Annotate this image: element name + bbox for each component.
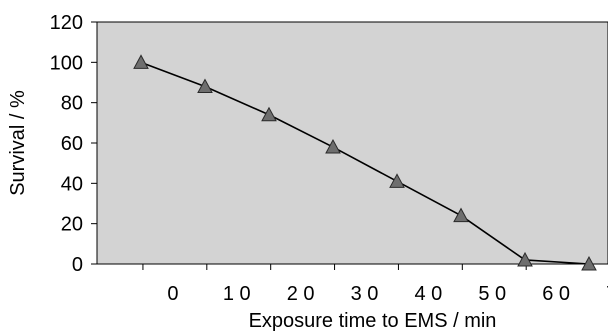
y-tick-label: 80 (61, 93, 83, 115)
x-tick-label: 3 0 (351, 283, 379, 305)
y-axis: 0 20 40 60 80 100 120 (50, 12, 98, 276)
x-tick-label: 7 0 (606, 283, 608, 305)
y-tick-label: 0 (72, 254, 83, 276)
plot-area (96, 21, 608, 265)
data-point-marker (581, 255, 597, 271)
data-point-marker (325, 138, 341, 154)
y-tick-label: 40 (61, 173, 83, 195)
series-line (140, 61, 590, 265)
y-tick-label: 20 (61, 214, 83, 236)
data-point-marker (261, 106, 277, 122)
x-tick-label: 2 0 (287, 283, 315, 305)
data-point-marker (133, 54, 149, 69)
y-axis-title: Survival / % (7, 90, 29, 196)
x-axis: 0 1 0 2 0 3 0 4 0 5 0 6 0 7 0 (97, 263, 608, 305)
data-point-marker (517, 251, 533, 267)
x-tick-label: 6 0 (542, 283, 570, 305)
series (133, 54, 597, 271)
y-tick-label: 120 (50, 12, 83, 34)
y-tick-label: 60 (61, 133, 83, 155)
x-axis-title: Exposure time to EMS / min (249, 310, 497, 332)
data-point-marker (389, 173, 405, 188)
data-point-marker (453, 207, 469, 223)
x-tick-label: 0 (167, 283, 178, 305)
data-point-marker (197, 78, 213, 94)
x-tick-label: 4 0 (414, 283, 442, 305)
x-tick-label: 5 0 (478, 283, 506, 305)
y-tick-label: 100 (50, 52, 83, 74)
x-tick-label: 1 0 (223, 283, 251, 305)
